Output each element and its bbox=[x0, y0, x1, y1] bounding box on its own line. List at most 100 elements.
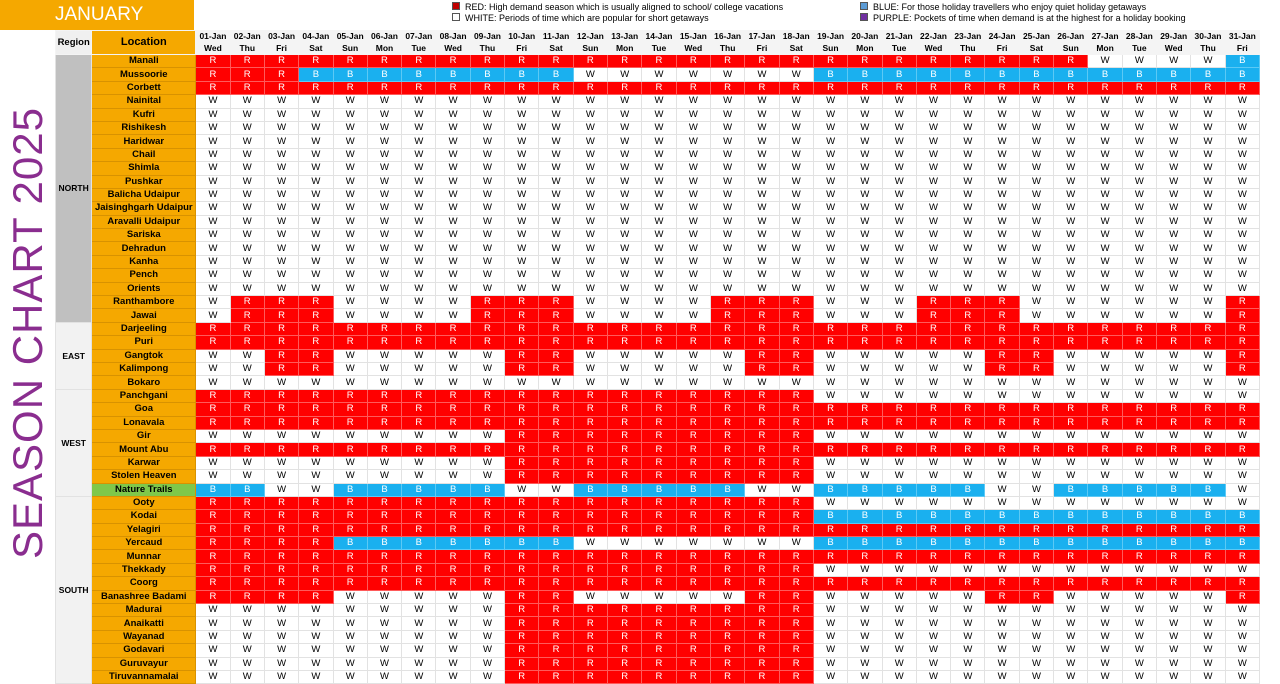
status-cell: R bbox=[675, 428, 711, 444]
status-cell: W bbox=[332, 656, 368, 671]
status-cell: W bbox=[504, 482, 540, 497]
status-cell: R bbox=[1018, 576, 1055, 591]
status-cell: W bbox=[675, 214, 711, 230]
status-cell: W bbox=[263, 629, 300, 645]
table-row: Karwar W W W W W W W W W R R R R R R R R R W W W W W W W W W W W W W bbox=[56, 455, 1261, 471]
status-cell: W bbox=[847, 134, 883, 149]
status-cell: W bbox=[1190, 375, 1226, 390]
date-header: 30-Jan bbox=[1190, 30, 1226, 43]
status-cell: W bbox=[469, 616, 506, 631]
status-cell: W bbox=[984, 482, 1020, 497]
status-cell: W bbox=[332, 94, 368, 109]
status-cell: R bbox=[538, 576, 574, 591]
location-cell: Panchgani bbox=[91, 388, 197, 404]
status-cell: R bbox=[675, 402, 711, 417]
status-cell: R bbox=[1190, 549, 1226, 564]
status-cell: W bbox=[984, 94, 1020, 109]
status-cell: R bbox=[366, 562, 403, 578]
status-cell: W bbox=[366, 281, 403, 297]
status-cell: R bbox=[332, 415, 368, 430]
status-cell: W bbox=[366, 268, 403, 283]
status-cell: R bbox=[641, 335, 677, 350]
status-cell: W bbox=[332, 295, 368, 310]
status-cell: W bbox=[847, 669, 883, 684]
status-cell: W bbox=[709, 375, 746, 390]
status-cell: R bbox=[263, 53, 300, 69]
status-cell: W bbox=[332, 214, 368, 230]
status-cell: R bbox=[401, 522, 437, 538]
status-cell: R bbox=[709, 509, 746, 524]
status-cell: R bbox=[435, 576, 471, 591]
status-cell: W bbox=[401, 603, 437, 618]
status-cell: W bbox=[881, 254, 917, 270]
status-cell: W bbox=[469, 134, 506, 149]
status-cell: W bbox=[1087, 562, 1123, 578]
status-cell: W bbox=[1156, 562, 1192, 578]
status-cell: W bbox=[401, 308, 437, 323]
status-cell: W bbox=[1224, 94, 1261, 109]
status-cell: W bbox=[675, 228, 711, 243]
status-cell: R bbox=[263, 388, 300, 404]
status-cell: W bbox=[744, 482, 780, 497]
status-cell: W bbox=[641, 228, 677, 243]
status-cell: W bbox=[1224, 228, 1261, 243]
status-cell: W bbox=[984, 174, 1020, 189]
status-cell: W bbox=[744, 268, 780, 283]
status-cell: R bbox=[195, 321, 231, 337]
status-cell: W bbox=[950, 603, 986, 618]
status-cell: R bbox=[1053, 321, 1089, 337]
status-cell: R bbox=[1224, 295, 1261, 310]
status-cell: W bbox=[641, 361, 677, 377]
status-cell: R bbox=[847, 442, 883, 457]
status-cell: W bbox=[1190, 228, 1226, 243]
status-cell: W bbox=[847, 94, 883, 109]
status-cell: W bbox=[1224, 254, 1261, 270]
status-cell: R bbox=[950, 80, 986, 96]
status-cell: R bbox=[263, 402, 300, 417]
status-cell: W bbox=[1087, 201, 1123, 216]
day-header: Wed bbox=[435, 42, 471, 55]
status-cell: W bbox=[881, 94, 917, 109]
status-cell: R bbox=[195, 549, 231, 564]
status-cell: W bbox=[812, 268, 849, 283]
status-cell: W bbox=[1121, 281, 1158, 297]
status-cell: W bbox=[263, 616, 300, 631]
status-cell: R bbox=[950, 53, 986, 69]
status-cell: R bbox=[195, 67, 231, 82]
status-cell: R bbox=[709, 495, 746, 511]
location-cell: Darjeeling bbox=[91, 321, 197, 337]
status-cell: W bbox=[1053, 643, 1089, 658]
status-cell: R bbox=[1156, 522, 1192, 538]
status-cell: W bbox=[469, 375, 506, 390]
status-cell: W bbox=[1053, 455, 1089, 471]
status-cell: B bbox=[469, 536, 506, 551]
location-cell: Jaisinghgarh Udaipur bbox=[91, 201, 197, 216]
status-cell: W bbox=[1190, 589, 1226, 605]
status-cell: W bbox=[401, 375, 437, 390]
status-cell: R bbox=[881, 522, 917, 538]
status-cell: W bbox=[332, 469, 368, 484]
status-cell: W bbox=[675, 589, 711, 605]
status-cell: W bbox=[915, 201, 952, 216]
status-cell: B bbox=[1224, 67, 1261, 82]
status-cell: W bbox=[366, 214, 403, 230]
status-cell: R bbox=[778, 321, 814, 337]
status-cell: W bbox=[572, 361, 609, 377]
status-cell: W bbox=[229, 428, 265, 444]
status-cell: W bbox=[950, 375, 986, 390]
status-cell: W bbox=[1190, 348, 1226, 363]
status-cell: W bbox=[675, 536, 711, 551]
status-cell: W bbox=[1087, 147, 1123, 163]
status-cell: W bbox=[1224, 134, 1261, 149]
location-cell: Kalimpong bbox=[91, 361, 197, 377]
status-cell: W bbox=[709, 214, 746, 230]
status-cell: W bbox=[366, 107, 403, 122]
status-cell: R bbox=[504, 348, 540, 363]
status-cell: B bbox=[847, 509, 883, 524]
status-cell: W bbox=[195, 134, 231, 149]
status-cell: W bbox=[812, 629, 849, 645]
status-cell: W bbox=[572, 120, 609, 136]
status-cell: R bbox=[1224, 348, 1261, 363]
status-cell: W bbox=[1053, 495, 1089, 511]
table-row: Ranthambore W R R R W W W W R R R W W W W R R R W W W R R R W W W W W… bbox=[56, 295, 1261, 310]
